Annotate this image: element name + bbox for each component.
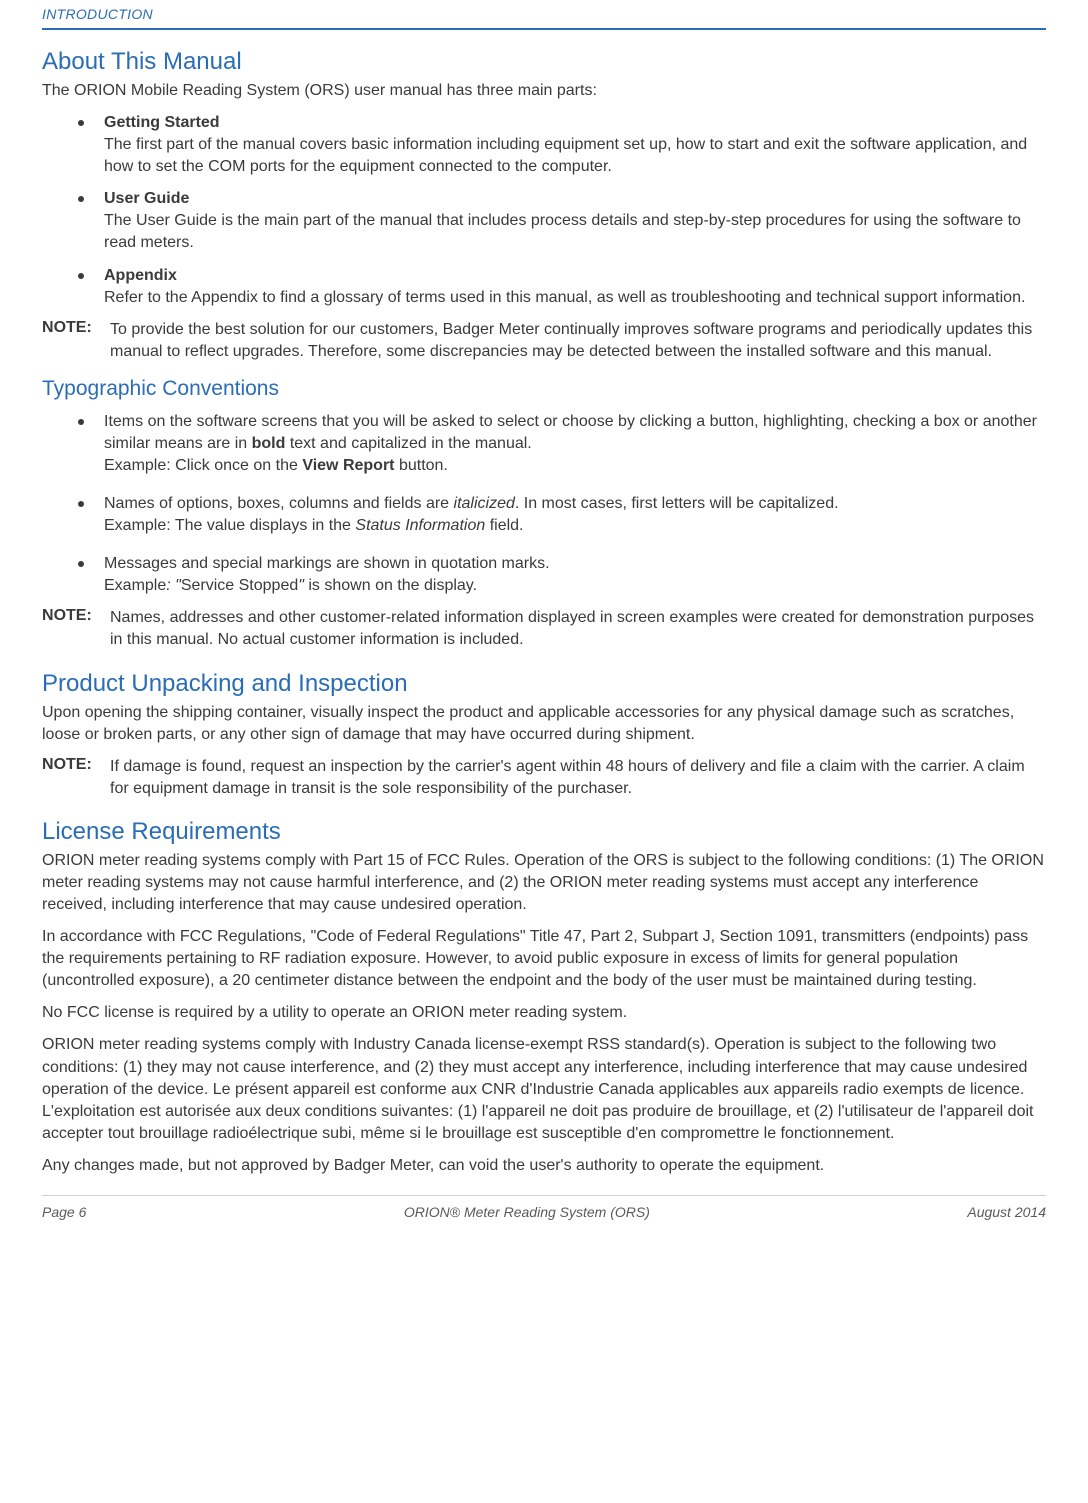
typo-bullets: Items on the software screens that you w… xyxy=(42,411,1046,598)
note-row: NOTE: Names, addresses and other custome… xyxy=(42,607,1046,651)
about-intro: The ORION Mobile Reading System (ORS) us… xyxy=(42,80,1046,102)
bullet-title: User Guide xyxy=(104,188,1046,210)
typo-text: text and capitalized in the manual. xyxy=(285,435,531,452)
note-body: If damage is found, request an inspectio… xyxy=(110,756,1046,800)
note-row: NOTE: To provide the best solution for o… xyxy=(42,319,1046,363)
bullet-dot-icon xyxy=(78,273,84,279)
license-p1: ORION meter reading systems comply with … xyxy=(42,850,1046,916)
typo-text: Names of options, boxes, columns and fie… xyxy=(104,495,454,512)
about-bullets: Getting Started The first part of the ma… xyxy=(42,112,1046,309)
note-label: NOTE: xyxy=(42,756,96,800)
example-tail: is shown on the display. xyxy=(304,577,477,594)
header-rule xyxy=(42,28,1046,30)
typo-text: . In most cases, first letters will be c… xyxy=(515,495,839,512)
bullet-body: Items on the software screens that you w… xyxy=(104,411,1046,477)
bullet-body: Names of options, boxes, columns and fie… xyxy=(104,493,1046,537)
bullet-dot-icon xyxy=(78,501,84,507)
bullet-title: Getting Started xyxy=(104,112,1046,134)
example-tail: field. xyxy=(485,517,523,534)
license-p2: In accordance with FCC Regulations, "Cod… xyxy=(42,926,1046,992)
license-p4: ORION meter reading systems comply with … xyxy=(42,1034,1046,1144)
bullet-user-guide: User Guide The User Guide is the main pa… xyxy=(78,188,1046,254)
bullet-body: User Guide The User Guide is the main pa… xyxy=(104,188,1046,254)
example-ital: Status Information xyxy=(355,517,485,534)
bullet-getting-started: Getting Started The first part of the ma… xyxy=(78,112,1046,178)
example-label: Example xyxy=(104,577,166,594)
unpacking-p1: Upon opening the shipping container, vis… xyxy=(42,702,1046,746)
bold-word: bold xyxy=(252,435,286,452)
bullet-body: Appendix Refer to the Appendix to find a… xyxy=(104,265,1046,309)
note-body: To provide the best solution for our cus… xyxy=(110,319,1046,363)
running-header: INTRODUCTION xyxy=(42,0,1046,26)
note-label: NOTE: xyxy=(42,319,96,363)
note-body: Names, addresses and other customer-rela… xyxy=(110,607,1046,651)
typo-bullet-italic: Names of options, boxes, columns and fie… xyxy=(78,493,1046,537)
bullet-dot-icon xyxy=(78,120,84,126)
bullet-text: Refer to the Appendix to find a glossary… xyxy=(104,289,1025,306)
typo-bullet-quotes: Messages and special markings are shown … xyxy=(78,553,1046,597)
bullet-appendix: Appendix Refer to the Appendix to find a… xyxy=(78,265,1046,309)
heading-unpacking: Product Unpacking and Inspection xyxy=(42,670,1046,698)
bullet-body: Messages and special markings are shown … xyxy=(104,553,1046,597)
license-p5: Any changes made, but not approved by Ba… xyxy=(42,1155,1046,1177)
bullet-dot-icon xyxy=(78,419,84,425)
typo-bullet-bold: Items on the software screens that you w… xyxy=(78,411,1046,477)
bullet-body: Getting Started The first part of the ma… xyxy=(104,112,1046,178)
example-label: Example: Click once on the xyxy=(104,457,302,474)
note-row: NOTE: If damage is found, request an ins… xyxy=(42,756,1046,800)
ital-word: italicized xyxy=(454,495,515,512)
heading-about: About This Manual xyxy=(42,48,1046,76)
license-p3: No FCC license is required by a utility … xyxy=(42,1002,1046,1024)
bullet-text: The User Guide is the main part of the m… xyxy=(104,212,1021,251)
example-label: Example: The value displays in the xyxy=(104,517,355,534)
example-tail: button. xyxy=(395,457,448,474)
typo-text: Messages and special markings are shown … xyxy=(104,555,550,572)
heading-typographic: Typographic Conventions xyxy=(42,377,1046,401)
example-mid: Service Stopped xyxy=(181,577,298,594)
footer-product-name: ORION® Meter Reading System (ORS) xyxy=(404,1204,650,1220)
page-footer: Page 6 ORION® Meter Reading System (ORS)… xyxy=(42,1195,1046,1220)
bullet-title: Appendix xyxy=(104,265,1046,287)
example-bold: View Report xyxy=(302,457,394,474)
footer-date: August 2014 xyxy=(967,1204,1046,1220)
footer-page-number: Page 6 xyxy=(42,1204,86,1220)
bullet-dot-icon xyxy=(78,196,84,202)
page-container: INTRODUCTION About This Manual The ORION… xyxy=(0,0,1088,1240)
note-label: NOTE: xyxy=(42,607,96,651)
bullet-text: The first part of the manual covers basi… xyxy=(104,136,1027,175)
typo-text: Items on the software screens that you w… xyxy=(104,413,1037,452)
heading-license: License Requirements xyxy=(42,818,1046,846)
example-ital: : " xyxy=(166,577,181,594)
bullet-dot-icon xyxy=(78,561,84,567)
